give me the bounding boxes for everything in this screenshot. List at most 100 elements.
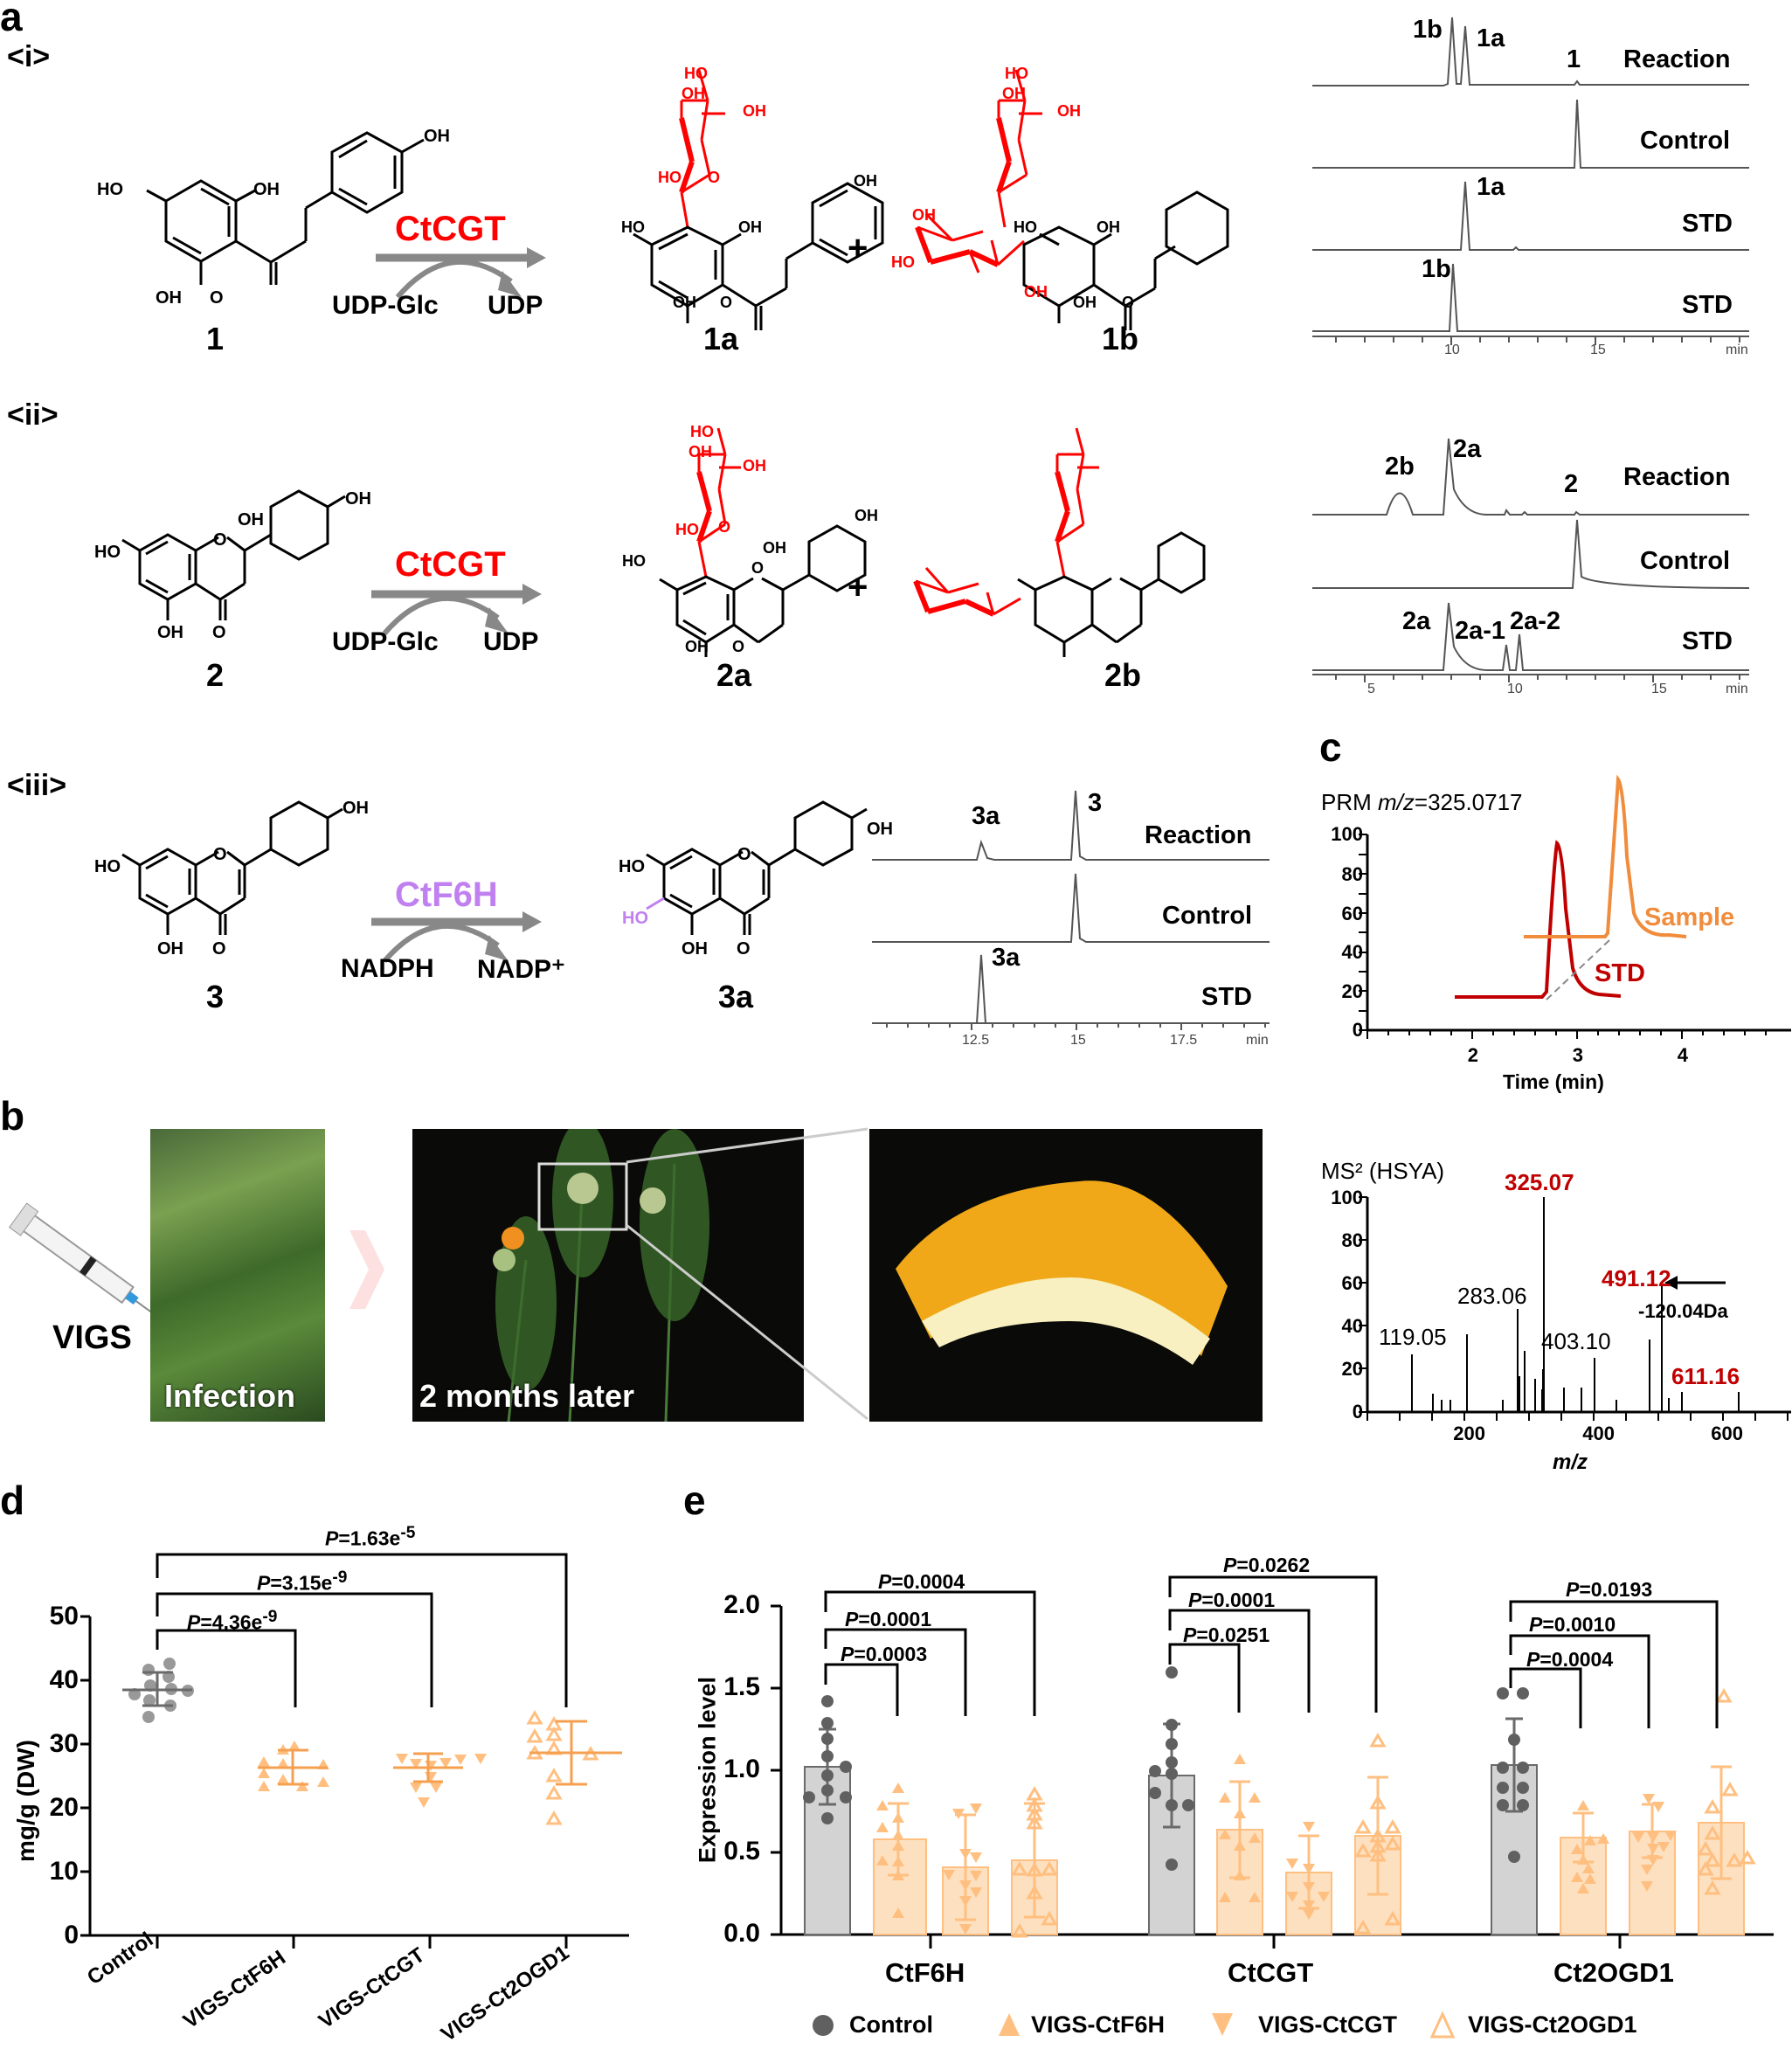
peak-annotation: 325.07 <box>1505 1169 1574 1195</box>
panel-label-d: d <box>0 1478 25 1523</box>
y-tick: 40 <box>1341 941 1363 963</box>
peak-annotation: 283.06 <box>1457 1283 1527 1309</box>
triangle-up-marker-icon <box>999 2013 1020 2036</box>
x-tick: 10 <box>1444 343 1460 357</box>
peak-label: 2a-2 <box>1510 607 1561 635</box>
cofactor-out: UDP <box>488 291 543 320</box>
y-tick: 20 <box>49 1793 79 1822</box>
compound-label-2b: 2b <box>1104 657 1141 693</box>
atom-label: OH <box>688 443 712 460</box>
x-tick: 3 <box>1572 1044 1583 1066</box>
panel-label-a: a <box>0 0 23 39</box>
p-value-annotation: P=0.0010 <box>1529 1613 1616 1636</box>
peak-label: 2a-1 <box>1455 617 1506 645</box>
structure-compound-1b <box>915 69 1229 330</box>
p-value-annotation: P=3.15e-9 <box>257 1568 348 1595</box>
loss-annotation: -120.04Da <box>1638 1300 1728 1322</box>
y-tick: 0 <box>1352 1019 1363 1041</box>
atom-label: OH <box>682 85 705 102</box>
compound-label-3: 3 <box>205 979 225 1014</box>
legend-label: Control <box>849 2011 933 2038</box>
p-value-annotation: P=0.0251 <box>1183 1623 1270 1646</box>
p-value-annotation: P=0.0001 <box>845 1608 932 1630</box>
plus-sign: + <box>848 229 868 267</box>
p-value-annotation: P=1.63e-5 <box>325 1524 416 1550</box>
peak-label: 3 <box>1088 789 1103 817</box>
structure-compound-3 <box>121 800 343 935</box>
atom-label: HO <box>658 169 682 186</box>
atom-label: OH <box>157 939 183 959</box>
legend-std: STD <box>1595 959 1645 987</box>
photo-infection: Infection <box>150 1129 325 1422</box>
reaction-label-iii: <iii> <box>7 769 67 802</box>
atom-label: OH <box>738 218 762 236</box>
atom-label: O <box>718 518 731 536</box>
peak-label: 2b <box>1385 453 1415 481</box>
peak-label: 2a <box>1402 607 1431 635</box>
trace-label-std: STD <box>1682 627 1733 655</box>
ms2-chart <box>1359 1196 1791 1421</box>
panel-label-c: c <box>1319 724 1342 770</box>
x-tick: 5 <box>1367 682 1375 696</box>
cofactor-in: UDP-Glc <box>332 627 439 656</box>
trace-label-std: STD <box>1682 291 1733 319</box>
vigs-label: VIGS <box>52 1319 132 1356</box>
atom-label: OH <box>867 820 893 839</box>
legend-label: VIGS-CtF6H <box>1031 2011 1166 2038</box>
y-tick: 60 <box>1341 1272 1363 1294</box>
x-unit: min <box>1726 343 1748 357</box>
y-tick: 40 <box>49 1665 79 1694</box>
peak-label: 1b <box>1413 16 1443 44</box>
chart-e <box>771 1575 1774 1949</box>
peak-label: 1a <box>1477 24 1505 52</box>
atom-label: HO <box>622 552 646 570</box>
structure-compound-1 <box>146 131 425 285</box>
atom-label: OH <box>743 102 766 120</box>
prm-title: PRM m/z=325.0717 <box>1321 789 1523 815</box>
y-tick: 0 <box>64 1921 79 1949</box>
plus-sign: + <box>848 568 868 606</box>
zoom-connector-lines <box>626 1127 868 1421</box>
structure-compound-2a <box>659 427 867 657</box>
legend-sample: Sample <box>1644 903 1735 931</box>
p-value-annotation: P=0.0193 <box>1566 1578 1653 1601</box>
atom-label: OH <box>1073 294 1097 311</box>
prm-chart <box>1359 774 1791 1039</box>
legend-label: VIGS-CtCGT <box>1258 2011 1397 2038</box>
y-tick: 40 <box>1341 1315 1363 1337</box>
compound-label-1b: 1b <box>1101 321 1138 357</box>
chromatogram-iii-axis <box>872 1022 1270 1030</box>
ms2-title: MS² (HSYA) <box>1321 1158 1445 1184</box>
cofactor-in: NADPH <box>341 954 434 983</box>
atom-label: O <box>720 294 733 311</box>
atom-label: OH <box>763 539 786 557</box>
atom-label-hydroxyl-added: HO <box>622 909 648 928</box>
reaction-arrow-icon <box>371 911 542 963</box>
atom-label: OH <box>685 638 709 655</box>
atom-label: OH <box>1057 102 1081 120</box>
y-tick: 100 <box>1331 823 1363 845</box>
peak-annotation: 611.16 <box>1671 1363 1740 1389</box>
y-tick: 0 <box>1352 1401 1363 1423</box>
y-axis-label: mg/g (DW) <box>12 1740 39 1862</box>
x-tick: 4 <box>1677 1044 1688 1066</box>
y-tick: 20 <box>1341 1358 1363 1380</box>
photo-2-months-later: 2 months later <box>412 1129 804 1422</box>
peak-label: 2 <box>1564 470 1579 498</box>
chromatogram-i <box>1312 17 1749 345</box>
trace-label-reaction: Reaction <box>1623 463 1731 491</box>
group-label: Ct2OGD1 <box>1553 1957 1674 1988</box>
x-tick: 600 <box>1711 1423 1743 1444</box>
atom-label: OH <box>424 127 450 146</box>
enzyme-label-ctcgt: CtCGT <box>395 210 506 248</box>
atom-label: OH <box>743 457 766 474</box>
peak-annotation: 403.10 <box>1541 1328 1611 1354</box>
p-value-annotation: P=4.36e-9 <box>187 1608 278 1634</box>
atom-label: O <box>708 169 721 186</box>
atom-label: OH <box>253 180 280 199</box>
x-tick: 15 <box>1651 682 1667 696</box>
peak-label: 3a <box>972 802 1000 830</box>
y-axis-label: Expression level <box>694 1676 721 1864</box>
atom-label: HO <box>675 521 699 538</box>
legend: Control VIGS-CtF6H VIGS-CtCGT VIGS-Ct2OG… <box>786 2010 1791 2045</box>
